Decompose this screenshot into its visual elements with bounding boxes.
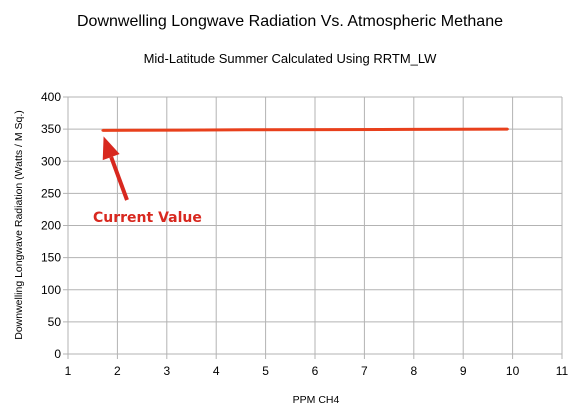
- annotation-arrow-head: [102, 136, 120, 161]
- series-line: [102, 127, 508, 132]
- x-tick-label: 5: [262, 364, 269, 378]
- annotation-layer: Current Value: [93, 136, 202, 226]
- chart-subtitle: Mid-Latitude Summer Calculated Using RRT…: [144, 51, 438, 66]
- x-tick-label: 6: [312, 364, 319, 378]
- y-tick-label: 200: [41, 219, 61, 233]
- x-tick-label: 2: [114, 364, 121, 378]
- y-axis-ticks: 0 50 100 150 200 250 300 350 400: [41, 90, 68, 361]
- x-tick-label: 3: [163, 364, 170, 378]
- y-tick-label: 50: [48, 315, 62, 329]
- y-tick-label: 250: [41, 186, 61, 200]
- data-point: [328, 128, 332, 131]
- data-point: [180, 128, 183, 132]
- x-tick-label: 9: [460, 364, 467, 378]
- plot-area: [67, 96, 563, 355]
- chart-title: Downwelling Longwave Radiation Vs. Atmos…: [77, 13, 503, 30]
- y-tick-label: 350: [41, 122, 61, 136]
- x-tick-label: 8: [410, 364, 417, 378]
- series-layer: [101, 127, 509, 132]
- x-tick-label: 7: [361, 364, 368, 378]
- x-axis-ticks: 1 2 3 4 5 6 7 8 9 10 11: [65, 354, 569, 378]
- data-point: [407, 128, 411, 131]
- y-axis-label: Downwelling Longwave Radiation (Watts / …: [13, 110, 25, 340]
- data-point: [101, 129, 104, 132]
- x-tick-label: 1: [65, 364, 72, 378]
- data-point: [506, 127, 509, 131]
- y-tick-label: 100: [41, 283, 61, 297]
- x-axis-label: PPM CH4: [293, 394, 340, 406]
- y-tick-label: 400: [41, 90, 61, 104]
- y-tick-label: 150: [41, 251, 61, 265]
- annotation-arrow-shaft: [109, 156, 129, 201]
- x-tick-label: 4: [213, 364, 220, 378]
- x-tick-label: 11: [556, 364, 569, 378]
- x-tick-label: 10: [506, 364, 520, 378]
- y-tick-label: 300: [41, 154, 61, 168]
- data-point: [244, 128, 248, 131]
- y-tick-label: 0: [54, 347, 61, 361]
- annotation-label: Current Value: [93, 210, 202, 226]
